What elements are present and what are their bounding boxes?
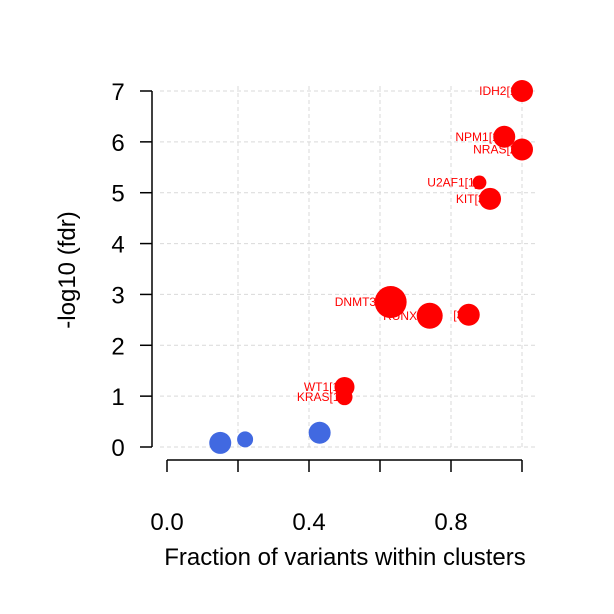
data-point	[472, 175, 487, 190]
y-tick-label: 1	[111, 384, 124, 411]
y-axis-title: -log10 (fdr)	[54, 211, 81, 328]
axes: 0 1 2 3 4 5 6 7 0.0 0.4 0.8	[111, 79, 523, 536]
point-label: DNMT3A[	[335, 295, 388, 309]
point-label: [3]	[453, 308, 466, 322]
point-label: U2AF1[1]	[427, 176, 478, 190]
data-point	[308, 421, 331, 444]
point-labels: IDH2[1] NPM1[1]NRAS[2] U2AF1[1] KIT[3] DNMT3…	[297, 84, 520, 404]
y-tick-label: 4	[111, 232, 124, 259]
data-point	[237, 431, 254, 448]
y-tick-label: 5	[111, 181, 124, 208]
y-tick-label: 3	[111, 282, 124, 309]
data-point	[416, 302, 443, 329]
x-tick-label: 0.4	[292, 509, 325, 536]
data-point	[511, 138, 533, 161]
point-label: IDH2[1]	[479, 84, 520, 98]
point-label: NPM1[1]	[455, 130, 502, 144]
point-label: WT1[1]	[304, 380, 343, 394]
data-point	[209, 431, 232, 454]
y-tick-label: 2	[111, 333, 124, 360]
point-label: KRAS[1]	[297, 390, 343, 404]
y-tick-label: 0	[111, 435, 124, 462]
y-tick-label: 7	[111, 79, 124, 106]
data-point	[457, 303, 480, 326]
point-label: KIT[3]	[456, 192, 488, 206]
y-tick-label: 6	[111, 130, 124, 157]
x-tick-label: 0.0	[150, 509, 183, 536]
x-axis-title: Fraction of variants within clusters	[164, 544, 525, 571]
data-point	[336, 389, 353, 406]
data-point	[493, 125, 516, 148]
data-point	[374, 286, 407, 319]
data-point	[479, 187, 502, 210]
point-label: RUNX1[	[383, 309, 428, 323]
data-points	[209, 80, 533, 454]
point-label: NRAS[2]	[473, 142, 520, 156]
x-tick-label: 0.8	[434, 509, 467, 536]
data-point	[511, 80, 533, 102]
